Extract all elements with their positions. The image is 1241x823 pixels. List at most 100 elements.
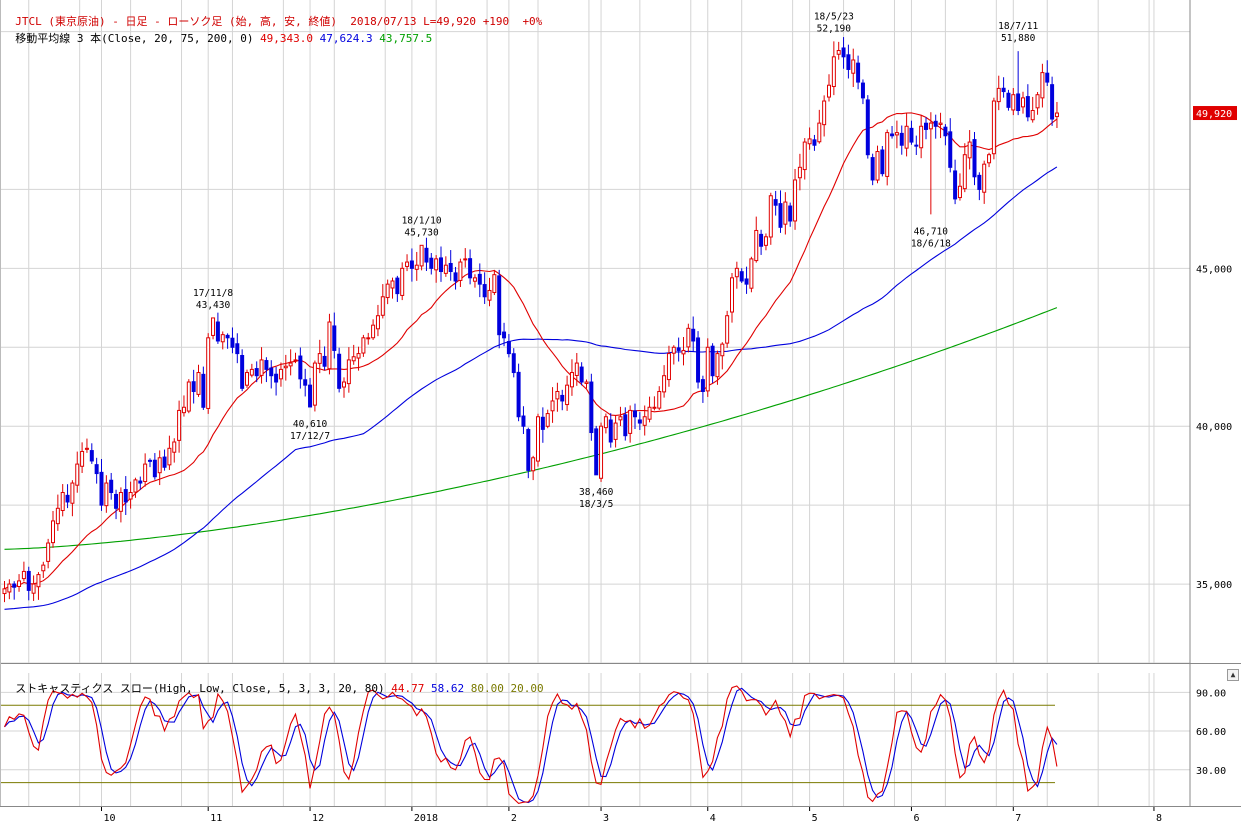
candle-body (17, 580, 22, 587)
stochastic-panel (0, 685, 1058, 805)
x-tick-label: 6 (913, 813, 919, 823)
candle-body (123, 489, 128, 503)
last-price-tag: 49,920 (1193, 106, 1237, 121)
candle-body (924, 122, 928, 130)
candle-body (128, 492, 133, 500)
candle-body (51, 520, 55, 544)
candle-body (443, 264, 448, 274)
candle-body (773, 199, 778, 206)
candle-body (633, 410, 637, 418)
candle-body (114, 493, 119, 509)
candle-body (351, 356, 356, 362)
annotation-value: 40,610 (293, 419, 328, 430)
candle-body (104, 482, 109, 507)
stoch-legend-label: ストキャスティクス スロー(High, Low, Close, 5, 3, 3,… (15, 682, 385, 695)
candle-body (865, 99, 870, 156)
annotation-value: 52,190 (817, 23, 852, 34)
candle-body (686, 327, 691, 348)
candle-body (783, 201, 788, 225)
candle-body (521, 415, 526, 427)
x-tick-label: 10 (104, 813, 116, 823)
annotation-date: 18/5/23 (814, 11, 854, 22)
candle-body (259, 359, 264, 376)
candle-body (46, 542, 51, 562)
candle-body (148, 459, 152, 462)
stoch-tick-label: 60.00 (1196, 727, 1226, 738)
candle-body (972, 139, 977, 178)
stoch-lower-band-value: 20.00 (510, 682, 544, 695)
candle-body (987, 154, 992, 164)
candle-body (1054, 112, 1059, 118)
stoch-d-line (4, 687, 1058, 804)
candle-body (802, 141, 807, 171)
candle-body (657, 390, 662, 409)
candle-body (880, 149, 885, 175)
candle-body (390, 280, 395, 289)
candle-body (186, 381, 191, 412)
candle-body (720, 343, 725, 357)
candle-body (628, 409, 633, 434)
x-tick-label: 12 (312, 813, 324, 823)
candle-body (763, 236, 768, 246)
candle-body (671, 346, 676, 354)
ma20-value: 49,343.0 (260, 32, 314, 45)
annotation-value: 43,430 (196, 300, 231, 311)
candle-body (429, 257, 434, 269)
candle-body (851, 59, 856, 74)
candle-body (788, 205, 793, 222)
candle-body (458, 261, 463, 281)
candle-body (526, 429, 531, 471)
candle-body (841, 47, 846, 58)
candle-body (545, 413, 550, 427)
candle-body (380, 296, 385, 316)
x-tick-label: 2018 (414, 813, 438, 823)
candle-body (167, 447, 172, 466)
candle-body (371, 324, 376, 339)
change-value: +190 (482, 15, 510, 28)
candle-body (7, 583, 12, 593)
candle-body (12, 583, 17, 588)
candle-body (744, 278, 749, 285)
candle-body (1011, 94, 1016, 111)
candle-body (419, 244, 424, 267)
candle-body (225, 334, 230, 339)
ma-legend: 移動平均線 3 本(Close, 20, 75, 200, 0) 49,343.… (2, 19, 432, 45)
candle-body (506, 340, 511, 355)
x-tick-label: 3 (603, 813, 609, 823)
candle-body (84, 447, 89, 450)
x-tick-label: 8 (1156, 813, 1162, 823)
candle-body (322, 355, 327, 367)
candle-body (982, 163, 987, 193)
candle-body (584, 381, 589, 384)
symbol-label: JTCL (15, 15, 42, 28)
candle-body (1025, 96, 1030, 118)
candle-body (885, 132, 890, 177)
candle-body (409, 260, 414, 269)
candle-body (1040, 72, 1045, 99)
price-tag-text: 49,920 (1196, 109, 1232, 120)
annotation-date: 18/7/11 (998, 21, 1038, 32)
header-date: 2018/07/13 (350, 15, 417, 28)
candle-body (991, 100, 996, 155)
annotation-date: 17/11/8 (193, 288, 233, 299)
candle-body (220, 334, 225, 343)
panel-resize-icon[interactable]: ▲ (1227, 669, 1239, 681)
candle-body (555, 390, 560, 400)
candle-body (531, 457, 536, 472)
candle-body (94, 464, 99, 475)
change-percent: +0% (522, 15, 543, 28)
candle-body (1006, 92, 1011, 108)
candle-body (705, 346, 710, 392)
candle-body (400, 267, 405, 296)
candle-body (366, 337, 371, 340)
candle-body (337, 353, 342, 389)
candle-body (1030, 110, 1035, 121)
candle-body (909, 127, 914, 143)
ma75-line (4, 166, 1058, 610)
candle-body (623, 414, 628, 437)
candle-body (831, 56, 836, 88)
candle-body (870, 157, 875, 181)
candle-body (288, 362, 293, 367)
candle-body (904, 125, 909, 149)
